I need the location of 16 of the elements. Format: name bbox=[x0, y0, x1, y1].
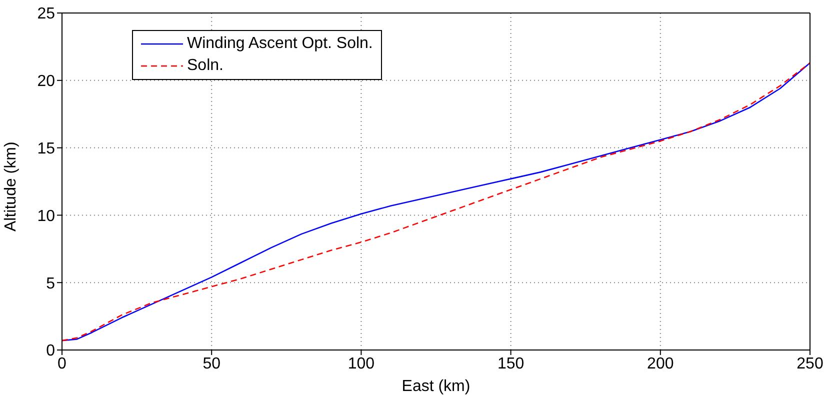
y-tick-label: 10 bbox=[37, 208, 56, 225]
y-tick-label: 15 bbox=[37, 140, 56, 158]
x-tick-label: 250 bbox=[796, 355, 824, 372]
y-tick-label: 0 bbox=[46, 342, 56, 360]
legend-label: Winding Ascent Opt. Soln. bbox=[187, 34, 373, 54]
x-tick-label: 50 bbox=[202, 355, 221, 372]
x-tick-label: 200 bbox=[647, 355, 674, 372]
x-tick-label: 100 bbox=[348, 355, 375, 372]
x-tick-label: 150 bbox=[497, 355, 524, 372]
y-axis-title: Altitude (km) bbox=[2, 142, 20, 232]
x-tick-label: 0 bbox=[58, 355, 67, 372]
y-tick-label: 20 bbox=[37, 73, 56, 90]
x-axis-title: East (km) bbox=[402, 378, 470, 395]
y-tick-label: 5 bbox=[46, 275, 56, 292]
legend-label: Soln. bbox=[187, 56, 224, 76]
y-tick-label: 25 bbox=[37, 6, 56, 23]
